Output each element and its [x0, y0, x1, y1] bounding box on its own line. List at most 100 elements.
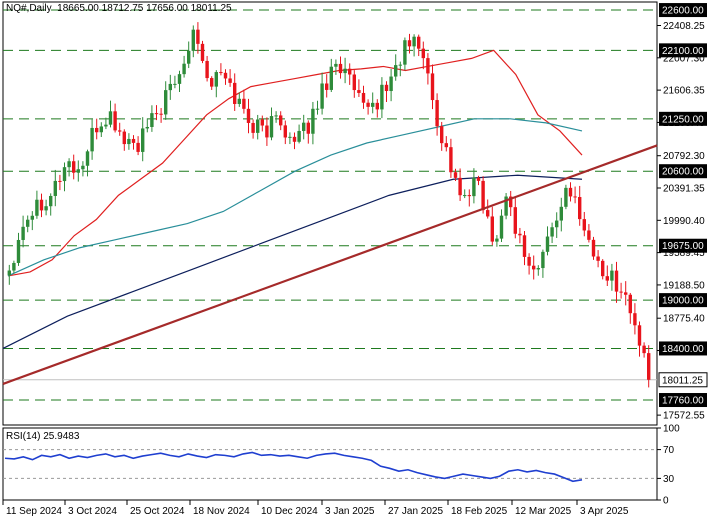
y-tick-label: 21606.35 [663, 86, 705, 97]
chart-header: NQ#,Daily 18665.00 18712.75 17656.00 180… [6, 3, 232, 14]
level-label: 19000.00 [662, 296, 704, 307]
ma-teal-line [7, 118, 583, 277]
candle-body [67, 161, 71, 168]
candle-body [334, 63, 338, 67]
candle-body [205, 60, 209, 79]
candle-body [269, 116, 274, 138]
candle-body [16, 239, 21, 263]
candle-body [325, 83, 329, 90]
y-tick-label: 17572.55 [663, 411, 705, 422]
candle-body [246, 108, 251, 123]
candle-body [237, 98, 241, 104]
candle-body [467, 195, 471, 197]
candle-body [320, 83, 324, 109]
rsi-panel: 100 70 30 0 [3, 424, 680, 507]
candle-body [118, 130, 122, 132]
x-tick-label: 11 Sep 2024 [6, 506, 62, 517]
level-box [659, 341, 707, 356]
candle-body [449, 147, 453, 173]
candle-body [127, 138, 131, 145]
level-box [659, 111, 707, 126]
candle-body [35, 199, 39, 216]
candle-body [177, 74, 182, 84]
candle-body [352, 74, 356, 91]
candle-body [596, 256, 600, 261]
candle-body [628, 294, 632, 314]
candle-body [131, 138, 136, 143]
candle-body [619, 291, 623, 293]
candle-body [407, 40, 412, 47]
x-tick-label: 3 Oct 2024 [68, 506, 117, 517]
candle-body [647, 353, 651, 380]
candle-body [614, 270, 619, 292]
x-tick-label: 3 Jan 2025 [325, 506, 375, 517]
candle-body [279, 115, 283, 126]
level-box [659, 393, 707, 408]
x-tick-label: 10 Dec 2024 [261, 506, 318, 517]
candle-body [472, 177, 476, 197]
candle-body [12, 262, 16, 271]
candle-body [545, 236, 550, 252]
candle-body [371, 102, 375, 107]
candle-body [403, 40, 407, 65]
candle-body [564, 187, 568, 207]
candle-body [164, 90, 168, 115]
candle-body [476, 177, 481, 181]
candle-body [357, 90, 361, 93]
level-label: 18400.00 [662, 344, 704, 355]
candle-body [210, 78, 214, 87]
candle-body [219, 72, 223, 74]
candle-body [122, 131, 126, 145]
candle-body [274, 115, 278, 117]
candle-body [642, 345, 646, 354]
candle-body [90, 127, 94, 152]
candle-body [440, 126, 444, 144]
candle-body [633, 313, 637, 326]
candle-body [265, 125, 269, 138]
x-axis: 11 Sep 2024 3 Oct 2024 25 Oct 2024 18 Nov 2… [2, 500, 629, 517]
candle-body [72, 161, 76, 173]
candle-body [191, 29, 195, 51]
level-box [659, 238, 707, 253]
candle-body [426, 58, 430, 74]
candle-body [141, 128, 145, 152]
candle-body [297, 130, 301, 142]
candle-body [398, 64, 402, 66]
rsi-plot-border [2, 427, 658, 501]
symbol-label: NQ#,Daily [6, 3, 52, 14]
candle-body [173, 83, 177, 85]
candle-body [154, 113, 159, 115]
candle-body [605, 276, 609, 281]
y-tick-label: 19589.45 [663, 248, 705, 259]
candle-body [81, 165, 85, 170]
candle-body [361, 92, 366, 103]
candle-body [159, 113, 163, 115]
level-label: 17760.00 [662, 396, 704, 407]
candle-body [527, 256, 531, 266]
rsi-line [4, 451, 583, 483]
candle-body [233, 82, 237, 104]
y-tick-label: 18775.40 [663, 314, 705, 325]
candle-body [504, 196, 508, 216]
candle-body [85, 151, 90, 166]
level-label: 22100.00 [662, 46, 704, 57]
level-label: 22600.00 [662, 6, 704, 17]
candle-body [187, 50, 191, 64]
rsi-label: RSI(14) 25.9483 [6, 431, 80, 442]
candle-body [145, 126, 149, 129]
candle-body [587, 230, 591, 240]
candle-body [389, 76, 393, 92]
candle-body [513, 207, 517, 234]
candle-body [26, 219, 30, 227]
candle-body [486, 210, 490, 217]
candle-body [522, 235, 527, 257]
x-tick-label: 25 Oct 2024 [130, 506, 185, 517]
candle-body [53, 180, 57, 196]
candle-body [62, 167, 67, 182]
y-tick-label: 20391.35 [663, 184, 705, 195]
y-tick-label: 19990.40 [663, 216, 705, 227]
support-trendline [2, 144, 658, 385]
level-label: 20600.00 [662, 167, 704, 178]
candle-body [99, 126, 103, 133]
candle-body [417, 36, 421, 49]
